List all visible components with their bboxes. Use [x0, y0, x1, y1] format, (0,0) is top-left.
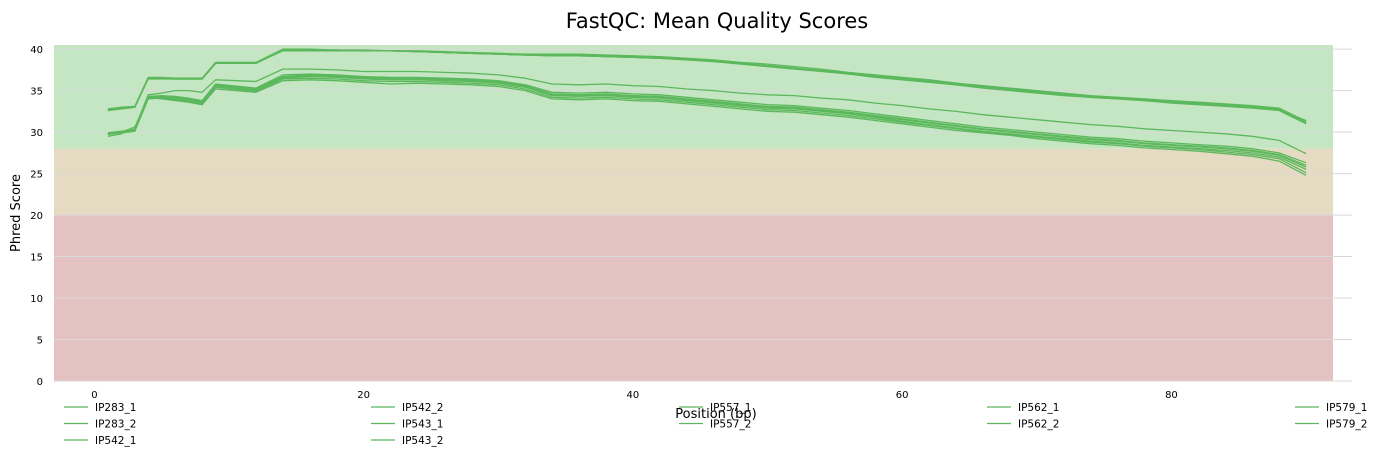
- legend-item-IP543_1[interactable]: IP543_1: [371, 419, 443, 431]
- legend-item-IP557_2[interactable]: IP557_2: [679, 419, 751, 431]
- series-line-IP579_2: [107, 77, 1307, 174]
- series-line-IP543_2: [107, 79, 1307, 176]
- series-line-IP562_2: [107, 74, 1307, 166]
- x-tick-label: 0: [91, 390, 97, 401]
- series-line-IP542_2: [107, 73, 1307, 164]
- x-tick-label: 60: [896, 390, 909, 401]
- x-tick-label: 20: [357, 390, 370, 401]
- y-tick-label: 0: [37, 377, 43, 388]
- x-axis-label: Position (bp): [675, 407, 756, 422]
- y-tick-label: 5: [37, 336, 43, 347]
- legend-label: IP557_1: [710, 402, 751, 414]
- y-axis-ticks: 0 5 10 15 20 25 30 35 40: [30, 45, 43, 388]
- legend-label: IP557_2: [710, 419, 751, 431]
- legend-item-IP283_1[interactable]: IP283_1: [64, 402, 136, 414]
- y-axis-label: Phred Score: [9, 174, 24, 252]
- legend-label: IP542_1: [95, 435, 136, 447]
- y-tick-label: 30: [30, 128, 43, 139]
- legend-item-IP557_1[interactable]: IP557_1: [679, 402, 751, 414]
- y-tick-label: 25: [30, 170, 43, 181]
- quality-bands: [54, 45, 1333, 381]
- chart-title: FastQC: Mean Quality Scores: [566, 9, 869, 33]
- legend-item-IP579_1[interactable]: IP579_1: [1295, 402, 1367, 414]
- legend-item-IP562_1[interactable]: IP562_1: [987, 402, 1059, 414]
- gridlines: [54, 48, 1352, 382]
- legend-label: IP283_1: [95, 402, 136, 414]
- y-tick-label: 20: [30, 211, 43, 222]
- legend-label: IP562_1: [1018, 402, 1059, 414]
- legend-label: IP543_2: [402, 435, 443, 447]
- y-tick-label: 10: [30, 294, 43, 305]
- legend-label: IP579_1: [1326, 402, 1367, 414]
- series-line-IP557_1: [107, 48, 1307, 122]
- legend-label: IP543_1: [402, 419, 443, 431]
- series-line-IP543_1: [107, 68, 1307, 155]
- legend-label: IP579_2: [1326, 419, 1367, 431]
- legend-label: IP542_2: [402, 402, 443, 414]
- quality-band-1: [54, 148, 1333, 216]
- legend-item-IP542_2[interactable]: IP542_2: [371, 402, 443, 414]
- legend-item-IP543_2[interactable]: IP543_2: [371, 435, 443, 447]
- legend-item-IP579_2[interactable]: IP579_2: [1295, 419, 1367, 431]
- x-axis-ticks: 0 20 40 60 80: [91, 390, 1178, 401]
- legend-item-IP283_2[interactable]: IP283_2: [64, 419, 136, 431]
- y-tick-label: 15: [30, 253, 43, 264]
- x-tick-label: 80: [1165, 390, 1178, 401]
- y-tick-label: 35: [30, 87, 43, 98]
- series-line-IP579_1: [107, 49, 1307, 123]
- legend-item-IP562_2[interactable]: IP562_2: [987, 419, 1059, 431]
- y-tick-label: 40: [30, 45, 43, 56]
- legend-label: IP283_2: [95, 419, 136, 431]
- legend-item-IP542_1[interactable]: IP542_1: [64, 435, 136, 447]
- series-lines: [107, 48, 1307, 176]
- x-tick-label: 40: [627, 390, 640, 401]
- legend: IP283_1 IP283_2 IP542_1 IP542_2 IP543_1 IP543…: [64, 402, 1367, 447]
- legend-label: IP562_2: [1018, 419, 1059, 431]
